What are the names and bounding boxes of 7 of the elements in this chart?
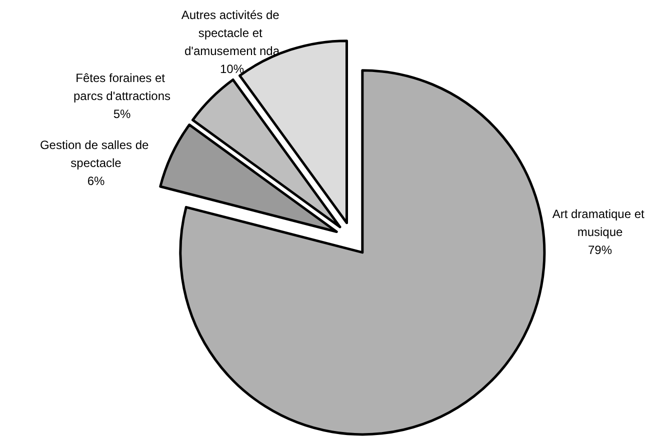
- slice-label: Fêtes foraines et parcs d'attractions: [73, 71, 171, 103]
- data-label: 6%: [87, 174, 105, 188]
- data-label: 79%: [588, 243, 612, 257]
- data-label: 5%: [113, 107, 131, 121]
- data-label: 10%: [220, 62, 244, 76]
- slice-label: Gestion de salles de spectacle: [40, 138, 152, 170]
- slice-label: Art dramatique et musique: [552, 207, 648, 239]
